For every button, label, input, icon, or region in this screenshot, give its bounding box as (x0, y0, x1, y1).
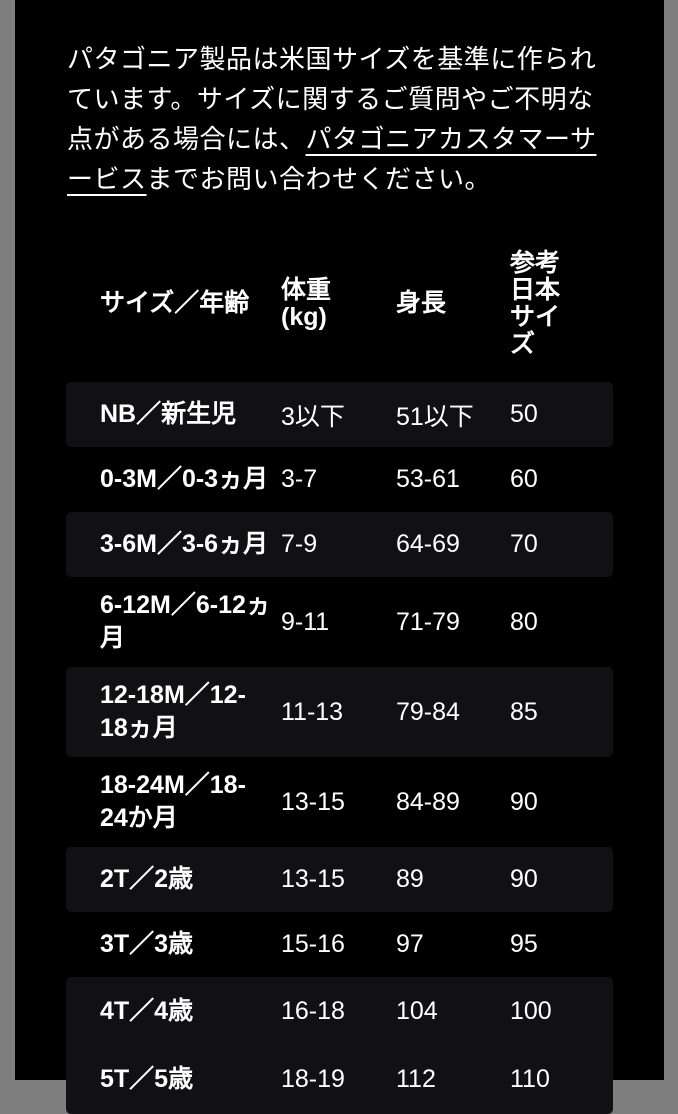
header-size-age: サイズ／年齢 (100, 289, 250, 317)
cell-weight-kg: 9-11 (281, 607, 330, 636)
sizing-note-text-after: までお問い合わせください。 (146, 164, 492, 194)
table-row: 3T／3歳 15-16 97 95 (66, 912, 613, 977)
header-jp-size: 参考 日本 サイ ズ (510, 248, 561, 358)
table-row: 12-18M／12- 18ヵ月 11-13 79-84 85 (66, 667, 613, 757)
cell-height: 79-84 (396, 697, 460, 726)
cell-jp-size: 95 (510, 930, 538, 958)
cell-weight-kg: 3-7 (281, 465, 318, 493)
cell-height: 53-61 (396, 465, 460, 493)
cell-jp-size: 100 (510, 996, 552, 1025)
cell-weight-kg: 16-18 (281, 996, 345, 1025)
cell-jp-size: 70 (510, 530, 538, 558)
table-row: 0-3M／0-3ヵ月 3-7 53-61 60 (66, 447, 613, 512)
cell-weight-kg: 3以下 (281, 402, 345, 431)
sizing-note-paragraph: パタゴニア製品は米国サイズを基準に作られています。サイズに関するご質問やご不明な… (15, 26, 664, 199)
cell-jp-size: 60 (510, 465, 538, 493)
sizing-note-text-before: パタゴニア製品は米国サイズを基準に作られています。サイズに関するご質問やご不明な… (67, 44, 597, 154)
size-chart-header-row: サイズ／年齢 体重 (kg) 身長 参考 日本 サイ ズ (66, 225, 613, 382)
cell-jp-size: 90 (510, 865, 538, 893)
cell-size-age: 6-12M／6-12ヵ 月 (100, 591, 271, 652)
cell-size-age: 4T／4歳 (100, 996, 194, 1025)
table-row: 3-6M／3-6ヵ月 7-9 64-69 70 (66, 512, 613, 577)
table-row: NB／新生児 3以下 51以下 50 (66, 382, 613, 447)
cell-height: 51以下 (396, 402, 474, 431)
customer-service-link[interactable]: パタゴニアカスタマーサービス (67, 124, 597, 194)
cell-size-age: 0-3M／0-3ヵ月 (100, 465, 269, 493)
table-row: 6-12M／6-12ヵ 月 9-11 71-79 80 (66, 577, 613, 667)
cell-jp-size: 90 (510, 787, 538, 816)
cell-weight-kg: 11-13 (281, 697, 344, 726)
cell-height: 97 (396, 930, 424, 958)
cell-size-age: NB／新生児 (100, 400, 237, 428)
cell-height: 84-89 (396, 787, 460, 816)
size-chart-body: NB／新生児 3以下 51以下 50 0-3M／0-3ヵ月 3-7 53-61 … (66, 382, 613, 1114)
header-height: 身長 (396, 289, 447, 317)
table-row: 2T／2歳 13-15 89 90 (66, 847, 613, 912)
cell-jp-size: 80 (510, 607, 538, 636)
cell-weight-kg: 13-15 (281, 787, 345, 816)
cell-weight-kg: 13-15 (281, 865, 345, 893)
cell-size-age: 3T／3歳 (100, 930, 194, 958)
size-chart-table: サイズ／年齢 体重 (kg) 身長 参考 日本 サイ ズ NB／新生児 3以下 … (66, 225, 613, 1114)
cell-size-age: 2T／2歳 (100, 865, 194, 893)
cell-weight-kg: 15-16 (281, 930, 345, 958)
cell-height: 89 (396, 865, 424, 893)
cell-weight-kg: 7-9 (281, 530, 318, 558)
cell-height: 64-69 (396, 530, 460, 558)
table-row: 18-24M／18- 24か月 13-15 84-89 90 (66, 757, 613, 847)
page-content: パタゴニア製品は米国サイズを基準に作られています。サイズに関するご質問やご不明な… (15, 0, 664, 1114)
cell-size-age: 3-6M／3-6ヵ月 (100, 530, 269, 558)
cell-height: 71-79 (396, 607, 460, 636)
cell-jp-size: 85 (510, 697, 538, 726)
page-background: { "page": { "background_color": "#7e7e7e… (15, 0, 664, 1114)
cell-jp-size: 50 (510, 400, 538, 428)
header-weight-kg: 体重 (kg) (281, 275, 332, 331)
cell-size-age: 18-24M／18- 24か月 (100, 771, 246, 832)
cell-height: 104 (396, 996, 438, 1025)
table-row: 4T／4歳 16-18 104 100 (66, 977, 613, 1045)
cell-size-age: 12-18M／12- 18ヵ月 (100, 681, 246, 742)
